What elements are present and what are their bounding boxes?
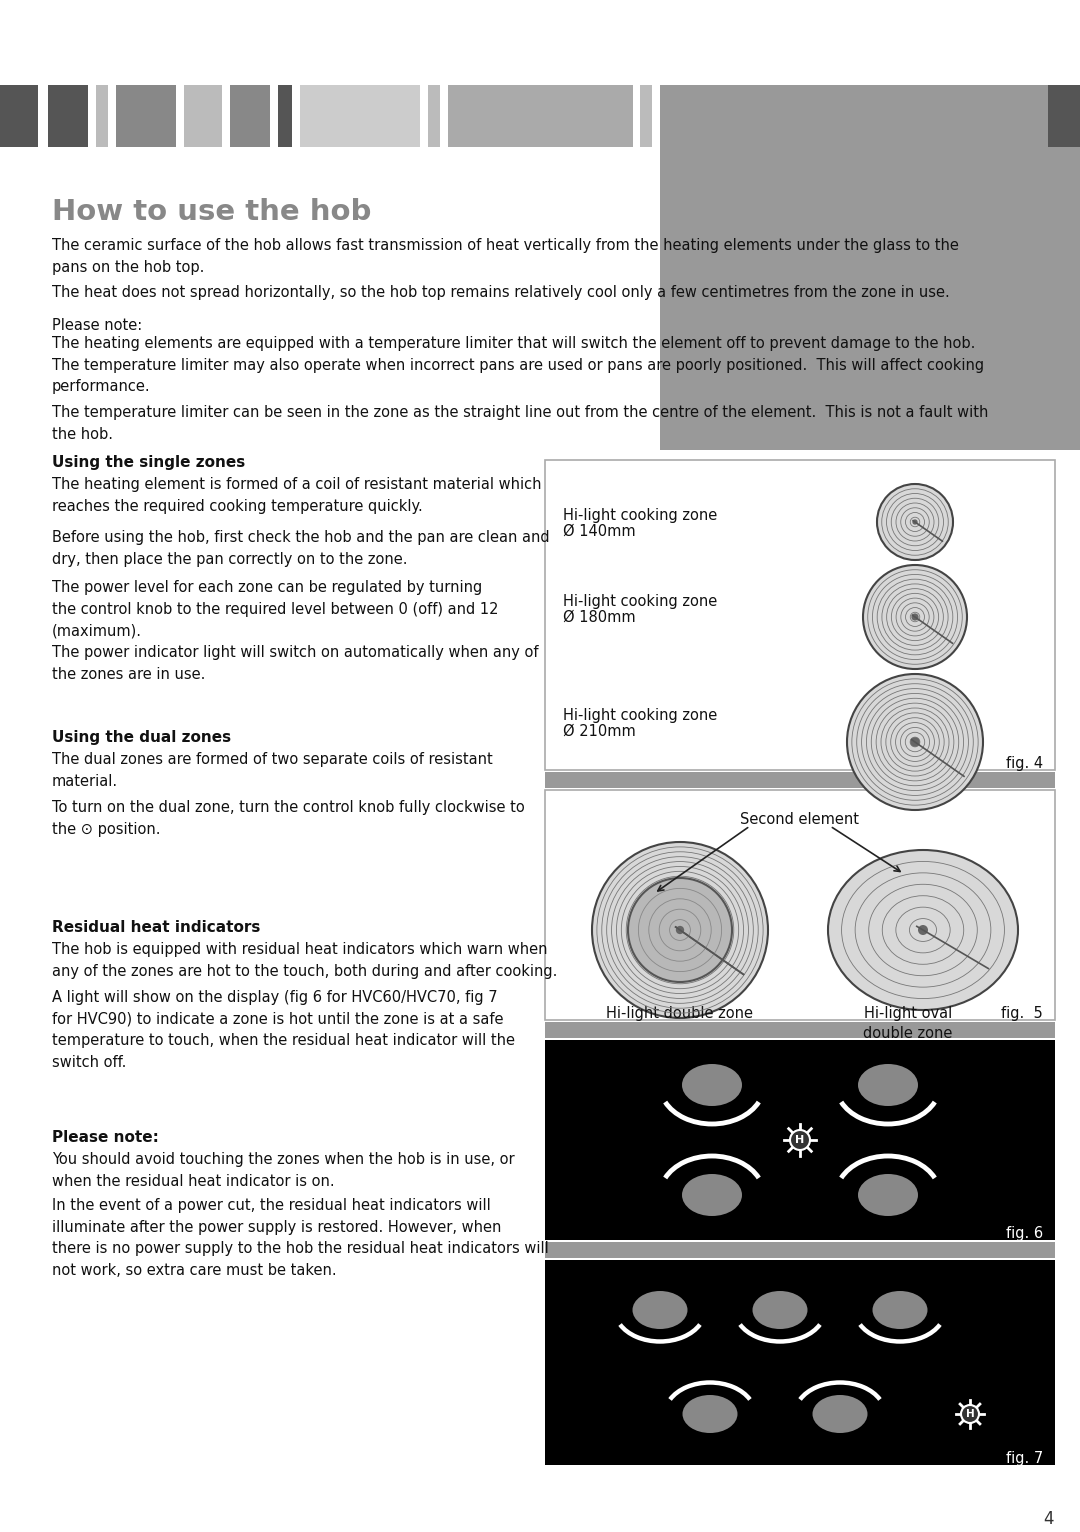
Circle shape xyxy=(877,484,953,561)
Text: Using the single zones: Using the single zones xyxy=(52,455,245,470)
Text: To turn on the dual zone, turn the control knob fully clockwise to
the ⊙ positio: To turn on the dual zone, turn the contr… xyxy=(52,800,525,836)
Text: Ø 210mm: Ø 210mm xyxy=(563,725,636,738)
Text: Hi-light cooking zone: Hi-light cooking zone xyxy=(563,509,717,522)
Ellipse shape xyxy=(828,850,1018,1010)
Bar xyxy=(545,791,1055,1020)
Bar xyxy=(0,84,38,147)
Text: The ceramic surface of the hob allows fast transmission of heat vertically from : The ceramic surface of the hob allows fa… xyxy=(52,237,959,274)
Bar xyxy=(428,84,440,147)
Bar xyxy=(116,84,176,147)
Circle shape xyxy=(674,924,686,936)
Text: Please note:: Please note: xyxy=(52,1131,159,1144)
Text: The dual zones are formed of two separate coils of resistant
material.: The dual zones are formed of two separat… xyxy=(52,752,492,789)
Text: 4: 4 xyxy=(1043,1511,1053,1527)
Text: The heat does not spread horizontally, so the hob top remains relatively cool on: The heat does not spread horizontally, s… xyxy=(52,285,949,300)
Bar xyxy=(96,84,108,147)
Bar xyxy=(448,84,633,147)
Bar xyxy=(1048,84,1080,147)
Text: H: H xyxy=(795,1135,805,1144)
Text: The temperature limiter can be seen in the zone as the straight line out from th: The temperature limiter can be seen in t… xyxy=(52,404,988,441)
Bar xyxy=(300,84,420,147)
Ellipse shape xyxy=(683,1396,738,1432)
Bar xyxy=(545,1242,1055,1258)
Ellipse shape xyxy=(858,1174,918,1216)
Text: Hi-light cooking zone: Hi-light cooking zone xyxy=(563,708,717,723)
Text: Before using the hob, first check the hob and the pan are clean and
dry, then pl: Before using the hob, first check the ho… xyxy=(52,530,550,567)
Text: fig.  5: fig. 5 xyxy=(1001,1007,1043,1020)
Text: The heating element is formed of a coil of resistant material which
reaches the : The heating element is formed of a coil … xyxy=(52,476,541,513)
Text: H: H xyxy=(966,1409,974,1419)
Bar xyxy=(545,1259,1055,1465)
Ellipse shape xyxy=(681,1174,742,1216)
Ellipse shape xyxy=(753,1291,808,1328)
Bar xyxy=(660,84,1080,450)
Circle shape xyxy=(627,878,732,982)
Text: You should avoid touching the zones when the hob is in use, or
when the residual: You should avoid touching the zones when… xyxy=(52,1152,515,1189)
Text: Hi-light double zone: Hi-light double zone xyxy=(607,1007,754,1020)
Text: How to use the hob: How to use the hob xyxy=(52,198,372,227)
Circle shape xyxy=(847,674,983,810)
Circle shape xyxy=(910,737,920,746)
Text: Using the dual zones: Using the dual zones xyxy=(52,731,231,745)
Circle shape xyxy=(912,613,919,620)
Ellipse shape xyxy=(858,1065,918,1106)
Text: Please note:: Please note: xyxy=(52,319,143,332)
Text: Ø 140mm: Ø 140mm xyxy=(563,524,636,539)
Bar xyxy=(545,1022,1055,1039)
Text: A light will show on the display (fig 6 for HVC60/HVC70, fig 7
for HVC90) to ind: A light will show on the display (fig 6 … xyxy=(52,990,515,1069)
Bar xyxy=(278,84,292,147)
Ellipse shape xyxy=(681,1065,742,1106)
Bar xyxy=(48,84,87,147)
Text: Hi-light cooking zone: Hi-light cooking zone xyxy=(563,594,717,610)
Ellipse shape xyxy=(812,1396,867,1432)
Text: fig. 6: fig. 6 xyxy=(1005,1226,1043,1241)
Text: The heating elements are equipped with a temperature limiter that will switch th: The heating elements are equipped with a… xyxy=(52,336,984,394)
Text: The hob is equipped with residual heat indicators which warn when
any of the zon: The hob is equipped with residual heat i… xyxy=(52,942,557,979)
Circle shape xyxy=(863,565,967,669)
Bar xyxy=(640,84,652,147)
Text: fig. 7: fig. 7 xyxy=(1005,1451,1043,1466)
Ellipse shape xyxy=(633,1291,688,1328)
Circle shape xyxy=(961,1405,978,1423)
Circle shape xyxy=(918,925,928,935)
Bar xyxy=(545,1040,1055,1239)
Bar xyxy=(545,772,1055,787)
Circle shape xyxy=(913,519,918,524)
Text: Residual heat indicators: Residual heat indicators xyxy=(52,921,260,935)
Text: Second element: Second element xyxy=(741,812,860,827)
Bar xyxy=(660,84,1040,147)
Text: The power indicator light will switch on automatically when any of
the zones are: The power indicator light will switch on… xyxy=(52,645,539,682)
Bar xyxy=(545,460,1055,771)
Circle shape xyxy=(592,843,768,1017)
Text: fig. 4: fig. 4 xyxy=(1005,755,1043,771)
Text: In the event of a power cut, the residual heat indicators will
illuminate after : In the event of a power cut, the residua… xyxy=(52,1198,549,1278)
Text: Hi-light oval
double zone: Hi-light oval double zone xyxy=(863,1007,953,1040)
Ellipse shape xyxy=(873,1291,928,1328)
Text: The power level for each zone can be regulated by turning
the control knob to th: The power level for each zone can be reg… xyxy=(52,581,499,639)
Circle shape xyxy=(676,925,684,935)
Text: Ø 180mm: Ø 180mm xyxy=(563,610,636,625)
Circle shape xyxy=(789,1131,810,1151)
Bar xyxy=(230,84,270,147)
Bar xyxy=(184,84,222,147)
